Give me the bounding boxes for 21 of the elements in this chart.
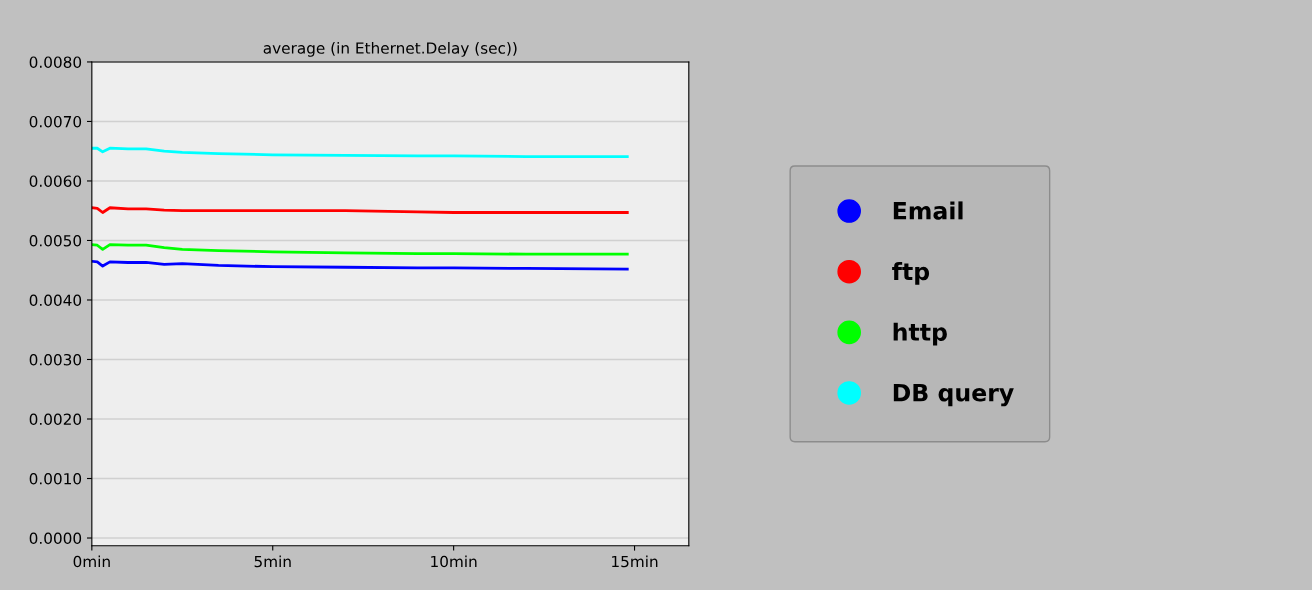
x-tick-label: 15min <box>612 555 658 568</box>
y-tick-label: 0.0040 <box>29 294 82 306</box>
y-tick-label: 0.0080 <box>29 56 82 68</box>
legend-label: Email <box>893 201 963 220</box>
y-tick-label: 0.0010 <box>29 472 82 485</box>
x-tick-label: 5min <box>254 555 291 568</box>
line-series <box>91 259 629 271</box>
chart-title: average (in Ethernet.Delay (sec)) <box>263 42 517 57</box>
y-tick-label: 0.0070 <box>29 115 82 128</box>
legend-label: ftp <box>892 262 930 285</box>
line-series <box>91 146 629 158</box>
y-tick-label: 0.0000 <box>29 532 82 545</box>
line-series <box>91 243 629 256</box>
y-tick-label: 0.0060 <box>29 175 82 187</box>
legend-label: DB query <box>893 384 1014 407</box>
y-tick-label: 0.0030 <box>29 353 82 366</box>
x-tick-label: 0min <box>73 555 110 568</box>
legend-label: http <box>893 322 947 346</box>
y-tick-label: 0.0050 <box>29 234 82 247</box>
y-tick-label: 0.0020 <box>29 413 82 426</box>
x-tick-label: 10min <box>431 555 477 568</box>
